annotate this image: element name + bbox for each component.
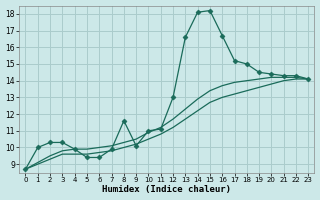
X-axis label: Humidex (Indice chaleur): Humidex (Indice chaleur) (102, 185, 231, 194)
